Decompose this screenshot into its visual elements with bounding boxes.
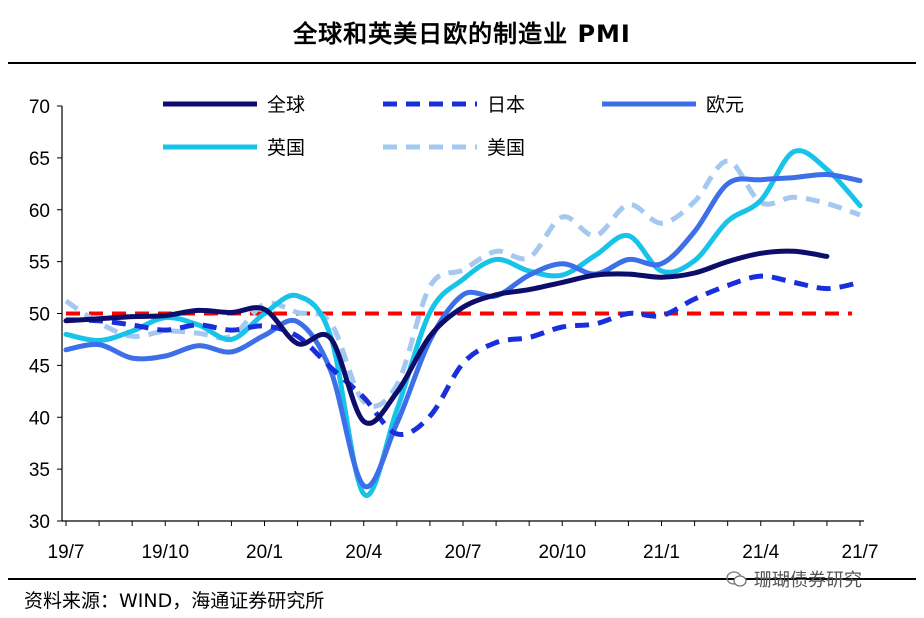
- y-tick-label: 50: [29, 305, 50, 326]
- y-tick-label: 55: [29, 253, 50, 274]
- series-line-global: [63, 248, 830, 426]
- x-tick-label: 20/7: [445, 542, 482, 563]
- series-group: [63, 148, 863, 498]
- x-tick-label: 21/1: [643, 542, 680, 563]
- chart-title: 全球和英美日欧的制造业 PMI: [293, 20, 631, 48]
- axes: 30 35 40 45 50 55 60 65 70 19/7 19/10 20/1 20/4 20/7 2…: [29, 97, 879, 563]
- y-tick-label: 40: [29, 408, 50, 429]
- legend-label-global: 全球: [267, 94, 305, 116]
- series-line-eurozone: [63, 171, 863, 490]
- y-tick-label: 30: [29, 512, 50, 533]
- x-tick-label: 21/4: [742, 542, 779, 563]
- legend-label-japan: 日本: [487, 94, 525, 116]
- x-tick-label: 19/7: [48, 542, 85, 563]
- x-tick-label: 20/1: [246, 542, 283, 563]
- watermark: 珊瑚债券研究: [726, 566, 862, 592]
- legend-label-us: 美国: [487, 137, 525, 159]
- x-tick-label: 19/10: [141, 542, 189, 563]
- x-tick-label: 20/4: [345, 542, 382, 563]
- series-line-uk: [63, 148, 863, 498]
- legend-label-uk: 英国: [267, 137, 305, 159]
- y-tick-label: 65: [29, 149, 50, 170]
- watermark-text: 珊瑚债券研究: [754, 570, 862, 591]
- series-line-us: [64, 158, 861, 409]
- y-tick-label: 35: [29, 460, 50, 481]
- wechat-icon: [726, 571, 747, 587]
- x-tick-label: 20/10: [538, 542, 586, 563]
- series-line-japan: [65, 273, 861, 438]
- y-tick-label: 60: [29, 201, 50, 222]
- x-tick-label: 21/7: [842, 542, 879, 563]
- legend-label-eurozone: 欧元: [706, 94, 744, 116]
- top-rule: [8, 62, 916, 64]
- bottom-rule: [8, 578, 916, 580]
- source-note: 资料来源：WIND，海通证券研究所: [24, 590, 325, 612]
- y-tick-label: 45: [29, 356, 50, 377]
- y-tick-label: 70: [29, 97, 50, 118]
